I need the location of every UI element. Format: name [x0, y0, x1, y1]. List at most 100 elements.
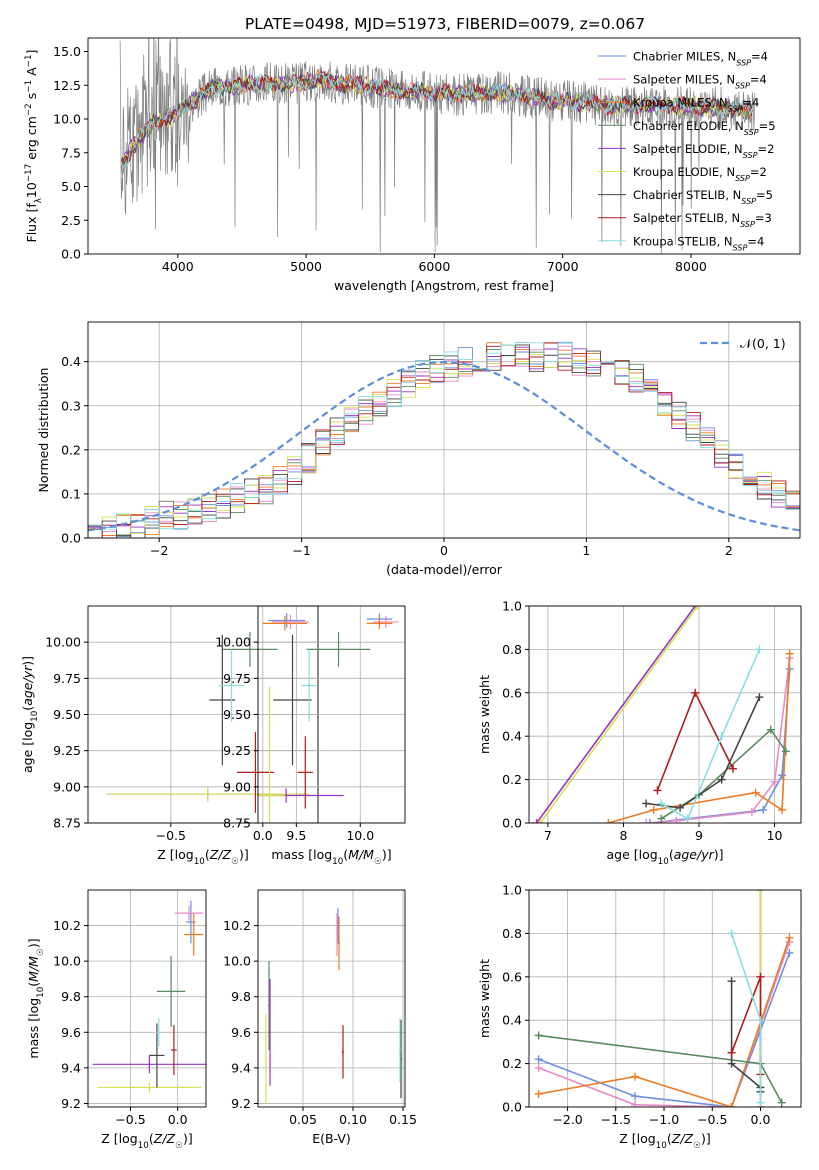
y-axis-label: mass [log10(M/M☉)]	[26, 938, 46, 1058]
errorbar-point	[97, 1082, 202, 1093]
panel-mass-weight-vs-age: 7 8 9 10 0.0 0.2 0.4 0.6 0.8 1.0 age [log10(age/yr…	[477, 599, 802, 867]
y-tick-label: 0.2	[502, 772, 522, 787]
y-tick-label: 10.00	[215, 635, 251, 650]
y-tick-label: 0.0	[61, 531, 81, 546]
x-tick-label: 10	[767, 828, 783, 843]
y-tick-label: 15.0	[53, 44, 81, 59]
y-tick-label: 0.2	[61, 442, 81, 457]
x-tick-label: −0.5	[115, 1112, 145, 1127]
legend-label: Kroupa ELODIE, NSSP=2	[633, 165, 767, 183]
legend-label: Kroupa STELIB, NSSP=4	[633, 234, 764, 252]
y-tick-label: 9.6	[231, 1025, 251, 1040]
series-marker	[727, 1048, 736, 1057]
x-axis-label: wavelength [Angstrom, rest frame]	[334, 278, 554, 293]
series-marker	[534, 1031, 543, 1040]
panel-mass-weight-vs-Z: −2.0 −1.5 −1.0 −0.5 0.0 0.0 0.2 0.4 0.6 0.8 1.0 Z […	[477, 883, 802, 1151]
series-marker	[756, 890, 765, 894]
errorbar-point	[273, 634, 312, 766]
x-tick-label: 9	[695, 828, 703, 843]
axes-frame	[528, 605, 802, 824]
series-marker	[751, 788, 760, 797]
legend-label: Chabrier STELIB, NSSP=5	[633, 188, 773, 206]
x-tick-label: −2.0	[552, 1112, 582, 1127]
errorbar-point	[373, 616, 399, 628]
normal-curve	[88, 360, 800, 532]
series-marker	[691, 688, 700, 697]
series-marker	[778, 771, 787, 780]
y-tick-label: 12.5	[53, 78, 81, 93]
legend-label: Chabrier ELODIE, NSSP=5	[633, 119, 776, 137]
y-tick-label: 0.3	[61, 398, 81, 413]
histogram-kroupa-elodie	[88, 344, 800, 538]
errorbar-point	[399, 1018, 401, 1083]
y-tick-label: 9.4	[231, 1060, 251, 1075]
errorbar-point	[258, 687, 285, 823]
y-tick-label: 0.8	[502, 642, 522, 657]
series-marker	[672, 816, 681, 823]
x-tick-label: 2	[725, 543, 733, 558]
y-tick-label: 1.0	[502, 883, 522, 898]
series-marker	[785, 948, 794, 957]
y-tick-label: 10.0	[53, 954, 81, 969]
errorbar-point	[218, 649, 245, 722]
series-marker	[717, 732, 726, 741]
errorbar-point	[174, 906, 204, 921]
y-tick-label: 1.0	[502, 599, 522, 614]
figure-title: PLATE=0498, MJD=51973, FIBERID=0079, z=0…	[245, 15, 645, 33]
y-tick-label: 10.00	[45, 635, 81, 650]
y-tick-label: 0.0	[61, 247, 81, 262]
plot-area	[532, 606, 794, 823]
errorbar-point	[268, 613, 306, 628]
y-tick-label: 9.4	[61, 1060, 81, 1075]
observed-spectrum	[119, 38, 756, 254]
errorbar-point	[338, 916, 340, 971]
y-axis-label: mass weight	[477, 959, 492, 1038]
series-marker	[657, 799, 666, 808]
series-marker	[657, 814, 666, 823]
series-line-kroupa-stelib	[730, 933, 762, 1103]
errorbar-point	[269, 978, 271, 1086]
x-tick-label: 7000	[547, 259, 579, 274]
series-marker	[645, 819, 654, 823]
series-marker	[642, 819, 651, 823]
series-line-kroupa-stelib	[660, 649, 761, 820]
model-spectrum-chabrier-stelib	[120, 73, 753, 166]
plot-area	[106, 613, 309, 813]
x-tick-label: 0.15	[389, 1112, 417, 1127]
plot-area	[88, 341, 800, 538]
series-marker	[536, 819, 545, 823]
y-tick-label: 0.0	[502, 1100, 522, 1115]
series-line-chabrier-stelib	[645, 696, 761, 809]
errorbar-point	[149, 1023, 165, 1088]
x-tick-label: −2	[150, 543, 168, 558]
series-marker	[727, 1059, 736, 1068]
plot-area	[119, 38, 756, 254]
x-tick-label: 0.0	[751, 1112, 771, 1127]
errorbar-point	[366, 617, 393, 630]
x-tick-label: 1	[582, 543, 590, 558]
y-tick-label: 10.2	[223, 918, 251, 933]
series-marker	[727, 1103, 736, 1107]
series-marker	[755, 693, 764, 702]
series-marker	[676, 803, 685, 812]
x-tick-label: −1.5	[601, 1112, 631, 1127]
series-marker	[631, 1092, 640, 1101]
errorbar-point	[92, 1055, 206, 1074]
y-axis-label: mass weight	[477, 675, 492, 754]
y-axis-label: Flux [fλ10−17 erg cm−2 s−1 A−1]	[24, 50, 44, 243]
panel-mass-vs-Z: −0.5 0.0 9.2 9.4 9.6 9.8 10.0 10.2 Z [log10(Z/Z☉…	[26, 889, 207, 1151]
x-axis-label: mass [log10(M/M☉)]	[271, 847, 391, 867]
series-marker	[778, 805, 787, 814]
plot-area	[92, 900, 206, 1093]
series-marker	[759, 805, 768, 814]
series-marker	[683, 814, 692, 823]
panel-age-vs-mass: 9.5 10.0 8.75 9.00 9.25 9.50 9.75 10.00 mass [lo…	[215, 605, 406, 867]
y-tick-label: 0.8	[502, 926, 522, 941]
series-marker	[717, 775, 726, 784]
plot-area	[265, 907, 402, 1104]
series-marker	[532, 819, 541, 823]
errorbar-point	[155, 1018, 162, 1047]
axes-frame	[87, 37, 801, 255]
y-tick-label: 9.25	[53, 743, 81, 758]
errorbar-point	[342, 1025, 344, 1079]
